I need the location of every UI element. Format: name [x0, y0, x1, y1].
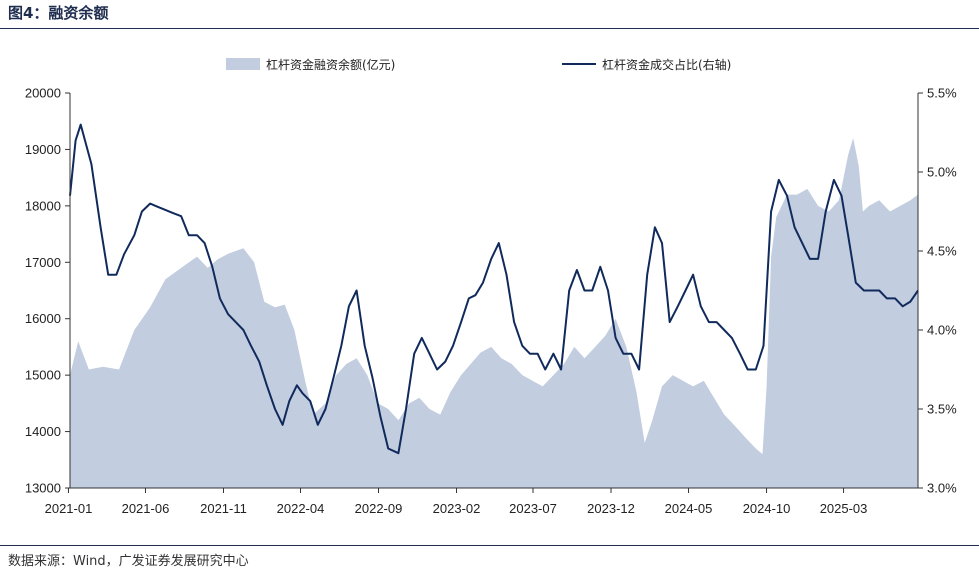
x-tick-label: 2022-09 [355, 501, 403, 516]
legend-swatch-area [226, 58, 260, 70]
x-tick-label: 2023-12 [587, 501, 635, 516]
left-tick-label: 17000 [25, 255, 61, 270]
legend-label-area: 杠杆资金融资余额(亿元) [266, 57, 395, 72]
left-tick-label: 19000 [25, 142, 61, 157]
axes: 13000 14000 15000 16000 17000 18000 19000 20000… [25, 86, 957, 517]
x-tick-label: 2021-01 [45, 501, 93, 516]
figure-title: 图4：融资余额 [8, 4, 109, 22]
right-tick-label: 5.0% [927, 165, 957, 180]
left-tick-label: 14000 [25, 424, 61, 439]
legend-label-line: 杠杆资金成交占比(右轴) [602, 57, 731, 72]
left-tick-label: 20000 [25, 86, 61, 101]
left-tick-label: 13000 [25, 481, 61, 496]
top-rule [0, 28, 979, 29]
right-tick-label: 4.5% [927, 244, 957, 259]
left-tick-label: 15000 [25, 368, 61, 383]
series-line-turnover-share [69, 123, 919, 455]
x-tick-label: 2021-11 [200, 501, 247, 516]
right-tick-label: 3.0% [927, 481, 957, 496]
right-tick-label: 3.5% [927, 402, 957, 417]
x-tick-label: 2023-07 [509, 501, 557, 516]
chart: 13000 14000 15000 16000 17000 18000 19000 20000… [25, 57, 957, 517]
x-tick-label: 2024-10 [743, 501, 791, 516]
source-note: 数据来源：Wind，广发证券发展研究中心 [8, 554, 249, 569]
left-tick-label: 16000 [25, 311, 61, 326]
x-tick-label: 2022-04 [277, 501, 325, 516]
legend: 杠杆资金融资余额(亿元) 杠杆资金成交占比(右轴) [226, 57, 731, 72]
plot-area [69, 123, 919, 488]
series-area-margin-balance [70, 138, 918, 488]
x-tick-label: 2024-05 [665, 501, 713, 516]
left-tick-label: 18000 [25, 198, 61, 213]
x-tick-label: 2023-02 [433, 501, 481, 516]
x-tick-label: 2021-06 [122, 501, 170, 516]
right-tick-label: 4.0% [927, 323, 957, 338]
x-tick-label: 2025-03 [820, 501, 868, 516]
right-tick-label: 5.5% [927, 86, 957, 101]
bottom-rule [0, 545, 979, 546]
